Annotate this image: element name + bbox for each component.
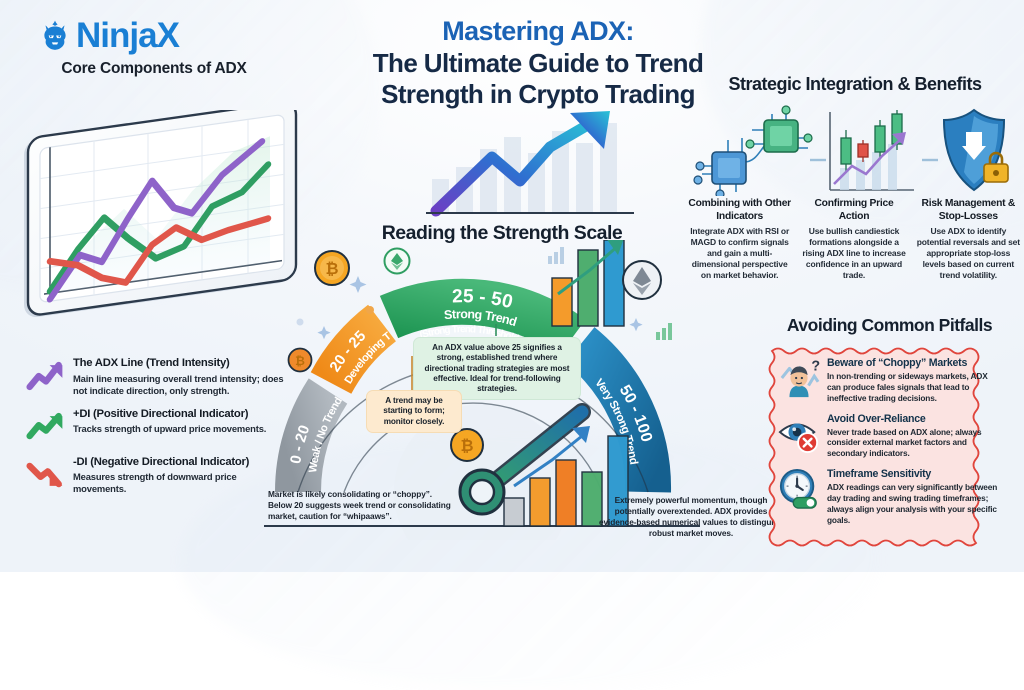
brand-tagline: Core Components of ADX xyxy=(61,60,247,77)
benefit-desc: Use bullish candiestick formations along… xyxy=(802,226,906,281)
ethereum-coin-icon xyxy=(383,247,411,275)
bar-chart-icon xyxy=(503,426,629,527)
gauge-note-weak: Market is likely consolidating or “chopp… xyxy=(268,489,451,521)
benefits-heading: Strategic Integration & Benefits xyxy=(728,74,982,94)
adx-components-legend: The ADX Line (Trend Intensity) Main line… xyxy=(26,357,288,506)
legend-desc: Measures strength of downward price move… xyxy=(73,471,237,495)
legend-desc: Tracks strength of upward price movement… xyxy=(73,423,267,435)
bitcoin-coin-bottom-icon: ₿ xyxy=(450,428,484,462)
pitfall-item-timeframe: Timeframe Sensitivity ADX readings can v… xyxy=(778,468,1001,525)
adx-strength-gauge: 0 - 20 Weak / No Trend 20 - 25 Developin… xyxy=(249,238,712,580)
brand-wordmark: NinjaX xyxy=(76,16,180,55)
benefit-title: Risk Management & Stop-Losses xyxy=(921,198,1016,222)
purple-up-arrow-icon xyxy=(26,358,66,394)
legend-item-adx-line: The ADX Line (Trend Intensity) Main line… xyxy=(26,357,288,397)
gauge-callout-strong: An ADX value above 25 signifies a strong… xyxy=(413,337,581,401)
eye-with-x-icon xyxy=(778,413,820,455)
gauge-segment-weak xyxy=(274,378,348,493)
gauge-segment-strong xyxy=(379,278,586,357)
page-title-line2: The Ultimate Guide to Trend xyxy=(372,47,704,78)
pitfalls-card: ? Beware of “Choppy” Markets In non-tren… xyxy=(766,345,1014,557)
page-title-line1: Mastering ADX: xyxy=(442,16,634,46)
benefit-column-risk: Risk Management & Stop-Losses Use ADX to… xyxy=(915,198,1022,281)
benefit-desc: Integrate ADX with RSI or MAGD to confir… xyxy=(690,226,790,281)
legend-title: +DI (Positive Directional Indicator) xyxy=(73,407,249,420)
legend-item-plus-di: +DI (Positive Directional Indicator) Tra… xyxy=(26,408,288,445)
pitfall-title: Timeframe Sensitivity xyxy=(827,468,932,481)
legend-title: The ADX Line (Trend Intensity) xyxy=(73,357,230,369)
gauge-callout-developing: A trend may be starting to form; monitor… xyxy=(366,390,462,433)
gauge-segment-developing xyxy=(310,304,397,395)
benefit-title: Confirming Price Action xyxy=(814,198,894,222)
bar-chart-upper-icon xyxy=(551,238,625,327)
red-down-arrow-icon xyxy=(26,457,66,493)
benefit-title: Combining with Other Indicators xyxy=(688,198,791,222)
pitfall-desc: In non-trending or sideways markets, ADX… xyxy=(827,371,988,403)
benefit-desc: Use ADX to identify potential reversals … xyxy=(916,226,1020,281)
gauge-segment-very-strong xyxy=(565,327,672,493)
green-up-arrow-icon xyxy=(26,409,66,445)
mini-bars-green-icon xyxy=(656,323,672,340)
svg-text:?: ? xyxy=(811,358,820,374)
pitfall-title: Avoid Over-Reliance xyxy=(827,412,926,425)
brand-name-main: Ninja xyxy=(76,16,158,55)
candlestick-chart-icon xyxy=(829,110,914,191)
benefits-icon-row xyxy=(690,104,1020,199)
chip-network-icon xyxy=(693,105,813,199)
page-title: Mastering ADX: The Ultimate Guide to Tre… xyxy=(352,16,724,110)
legend-item-minus-di: -DI (Negative Directional Indicator) Mea… xyxy=(26,456,288,496)
svg-text:₿: ₿ xyxy=(325,260,338,278)
benefit-column-confirming: Confirming Price Action Use bullish cand… xyxy=(800,198,907,281)
ethereum-coin-large-icon xyxy=(622,260,662,300)
legend-desc: Main line measuring overall trend intens… xyxy=(73,372,284,396)
brand-logo-block: NinjaX Core Components of ADX xyxy=(38,18,288,78)
bitcoin-coin-small-icon: ₿ xyxy=(287,347,313,373)
rising-arrow-with-bars-icon xyxy=(420,105,650,225)
pitfall-item-choppy: ? Beware of “Choppy” Markets In non-tren… xyxy=(778,357,1001,404)
bitcoin-coin-icon: ₿ xyxy=(314,250,350,286)
tablet-line-chart-illustration xyxy=(16,101,316,360)
svg-text:₿: ₿ xyxy=(460,437,473,455)
gauge-needle-icon xyxy=(458,403,591,516)
benefit-column-combining: Combining with Other Indicators Integrat… xyxy=(686,198,793,281)
legend-title: -DI (Negative Directional Indicator) xyxy=(73,455,250,468)
sparkle-icon xyxy=(296,276,643,340)
svg-text:₿: ₿ xyxy=(295,354,305,368)
benefits-columns: Combining with Other Indicators Integrat… xyxy=(686,198,1022,281)
brand-name-accent: X xyxy=(156,16,180,55)
pitfall-title: Beware of “Choppy” Markets xyxy=(827,357,968,369)
confused-person-icon: ? xyxy=(778,357,820,399)
mini-bars-icon xyxy=(548,247,564,264)
pitfall-item-over-reliance: Avoid Over-Reliance Never trade based on… xyxy=(778,413,1001,460)
shield-lock-icon xyxy=(942,108,1009,192)
pitfall-desc: Never trade based on ADX alone; always c… xyxy=(827,426,982,459)
gauge-heading: Reading the Strength Scale xyxy=(381,222,623,244)
clock-toggle-icon xyxy=(778,468,820,510)
gauge-note-very-strong: Extremely powerful momentum, though pote… xyxy=(599,495,783,538)
ninja-mask-icon xyxy=(38,19,72,53)
pitfalls-heading: Avoiding Common Pitfalls xyxy=(786,315,993,335)
page-title-line3: Strength in Crypto Trading xyxy=(381,79,695,110)
pitfall-desc: ADX readings can very significantly betw… xyxy=(827,482,998,525)
